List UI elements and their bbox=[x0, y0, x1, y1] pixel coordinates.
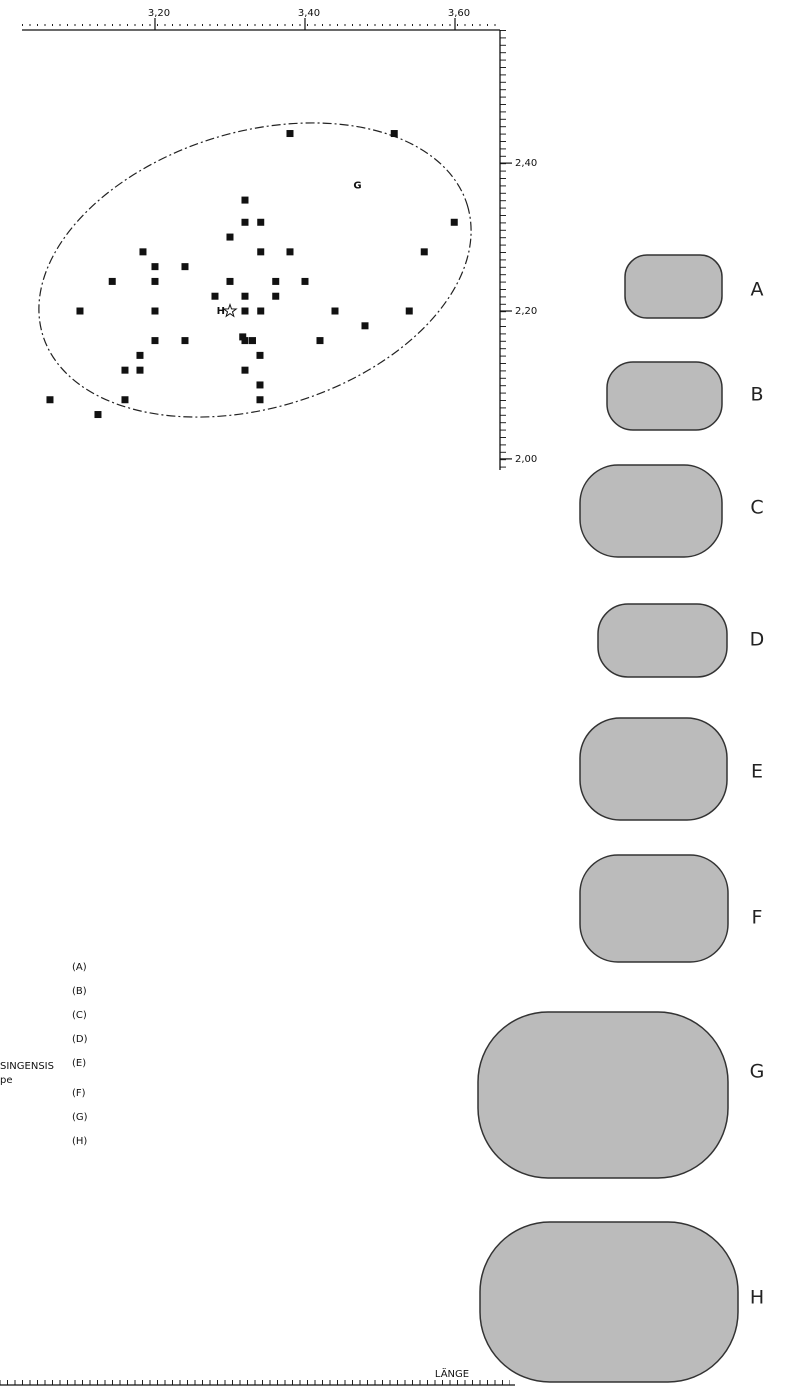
point bbox=[257, 308, 264, 315]
tooth bbox=[625, 255, 722, 318]
point bbox=[241, 308, 248, 315]
page: LÄNGE 3,20 3,40 3,60 2,40 2,20 2,00 G H A B C D E F G H… bbox=[0, 0, 787, 1391]
tooth-drawings bbox=[478, 255, 738, 1382]
holotype-label: H bbox=[217, 306, 225, 317]
legend-item: (D) bbox=[72, 1034, 88, 1045]
figure: LÄNGE 3,20 3,40 3,60 2,40 2,20 2,00 G H A B C D E F G H… bbox=[0, 0, 787, 1391]
legend-item: (H) bbox=[72, 1136, 87, 1147]
point bbox=[121, 367, 128, 374]
x-tick-label: 3,40 bbox=[298, 8, 320, 19]
legend-item: (G) bbox=[72, 1112, 88, 1123]
tooth bbox=[598, 604, 727, 677]
point bbox=[361, 322, 368, 329]
tooth bbox=[580, 718, 727, 820]
point bbox=[286, 130, 293, 137]
point bbox=[46, 396, 53, 403]
point bbox=[241, 337, 248, 344]
point bbox=[241, 219, 248, 226]
y-tick-label: 2,20 bbox=[515, 306, 537, 317]
point bbox=[256, 381, 263, 388]
x-tick-label: 3,20 bbox=[148, 8, 170, 19]
legend-item: (E) bbox=[72, 1058, 86, 1069]
specimen-label: B bbox=[750, 384, 763, 406]
point bbox=[139, 248, 146, 255]
specimen-label: G bbox=[750, 1061, 765, 1083]
group-outline bbox=[2, 73, 507, 467]
minor-ticks bbox=[22, 24, 500, 30]
point bbox=[391, 130, 398, 137]
point bbox=[109, 278, 116, 285]
y-tick-label: 2,40 bbox=[515, 158, 537, 169]
tooth bbox=[580, 855, 728, 962]
point bbox=[272, 293, 279, 300]
minor-ticks bbox=[500, 30, 506, 470]
point bbox=[121, 396, 128, 403]
group-label: G bbox=[353, 180, 361, 191]
point bbox=[257, 248, 264, 255]
point bbox=[151, 308, 158, 315]
tooth bbox=[580, 465, 722, 557]
legend-item: (C) bbox=[72, 1010, 87, 1021]
point bbox=[241, 367, 248, 374]
point bbox=[256, 352, 263, 359]
x-axis-label: LÄNGE bbox=[435, 1367, 469, 1380]
point bbox=[272, 278, 279, 285]
point bbox=[136, 352, 143, 359]
specimen-label: A bbox=[751, 279, 764, 301]
point bbox=[136, 367, 143, 374]
point bbox=[151, 337, 158, 344]
legend-item: (B) bbox=[72, 986, 87, 997]
specimen-label: F bbox=[752, 907, 763, 929]
specimen-label: D bbox=[750, 629, 765, 651]
specimen-label: C bbox=[750, 497, 763, 519]
point bbox=[249, 337, 256, 344]
specimen-label: E bbox=[751, 761, 763, 783]
legend-item: (A) bbox=[72, 962, 87, 973]
point bbox=[151, 278, 158, 285]
point bbox=[241, 293, 248, 300]
legend-item: (F) bbox=[72, 1088, 86, 1099]
holotype-star bbox=[224, 305, 236, 317]
point bbox=[76, 308, 83, 315]
point bbox=[451, 219, 458, 226]
point bbox=[316, 337, 323, 344]
side-text: SINGENSIS bbox=[0, 1061, 54, 1072]
point bbox=[421, 248, 428, 255]
x-tick-label: 3,60 bbox=[448, 8, 470, 19]
point bbox=[94, 411, 101, 418]
point bbox=[211, 293, 218, 300]
point bbox=[181, 263, 188, 270]
tooth bbox=[480, 1222, 738, 1382]
point bbox=[331, 308, 338, 315]
tooth bbox=[607, 362, 722, 430]
side-text: pe bbox=[0, 1075, 13, 1086]
point bbox=[286, 248, 293, 255]
point bbox=[406, 308, 413, 315]
minor-ticks bbox=[0, 1379, 510, 1385]
point bbox=[256, 396, 263, 403]
point bbox=[151, 263, 158, 270]
tooth bbox=[478, 1012, 728, 1178]
point bbox=[181, 337, 188, 344]
y-tick-label: 2,00 bbox=[515, 454, 537, 465]
point bbox=[226, 278, 233, 285]
point bbox=[301, 278, 308, 285]
point bbox=[226, 234, 233, 241]
point bbox=[257, 219, 264, 226]
specimen-label: H bbox=[750, 1287, 764, 1309]
point bbox=[241, 197, 248, 204]
